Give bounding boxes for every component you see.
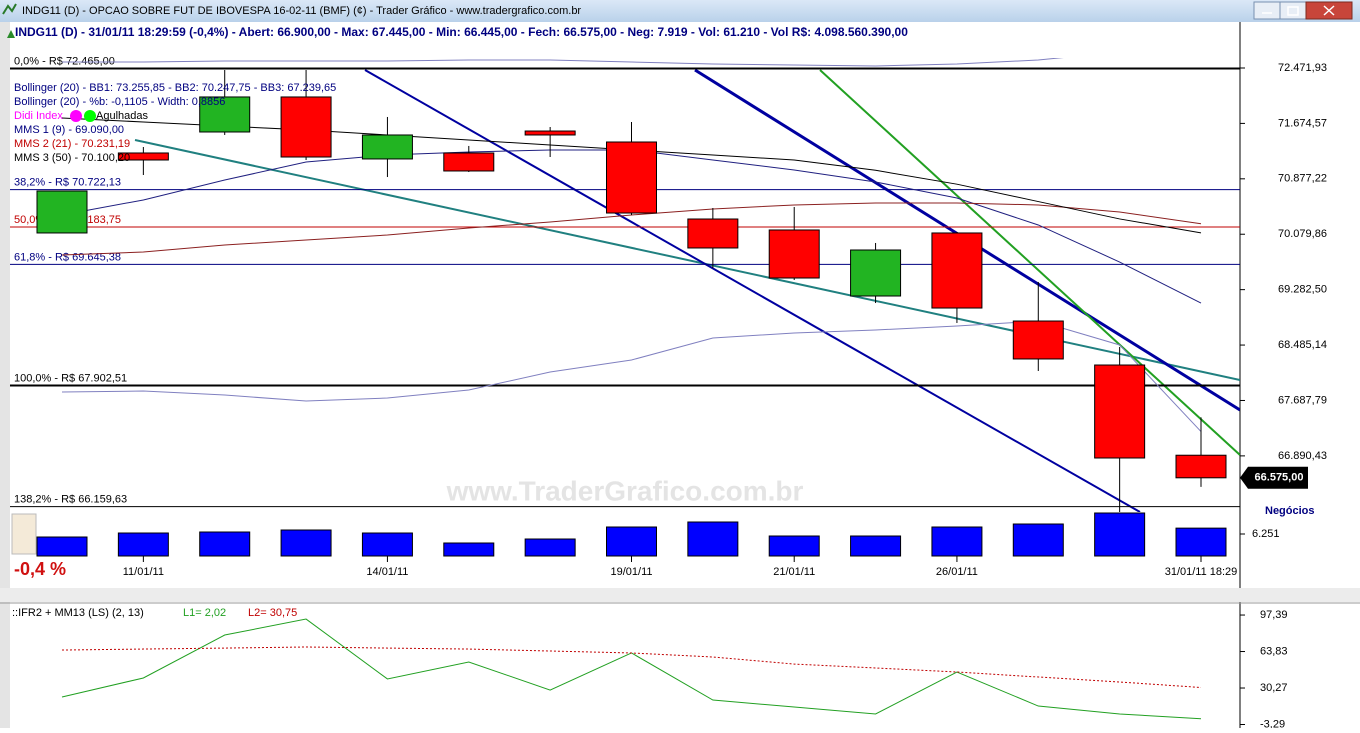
ifr-tick-label: 30,27	[1260, 682, 1288, 694]
watermark: www.TraderGrafico.com.br	[446, 475, 804, 506]
price-axis-area	[1240, 22, 1360, 728]
title-bar	[0, 0, 1360, 22]
y-tick-label: 70.079,86	[1278, 228, 1327, 240]
volume-bar	[687, 521, 739, 557]
legend-entry: Agulhadas	[96, 110, 148, 122]
ifr-tick-label: 97,39	[1260, 609, 1288, 621]
candle-body	[687, 218, 739, 249]
volume-bar	[361, 532, 413, 557]
candle-body	[1094, 364, 1146, 459]
app-icon	[2, 3, 17, 15]
candle-body	[36, 190, 88, 234]
candle-body	[199, 96, 251, 133]
volume-bar	[36, 536, 88, 557]
y-tick-label: 71.674,57	[1278, 117, 1327, 129]
indicator-line	[62, 58, 1064, 67]
candle-body	[606, 141, 657, 214]
legend-dot	[84, 110, 96, 122]
volume-bar	[1175, 527, 1227, 557]
legend-entry: MMS 1 (9) - 69.090,00	[14, 124, 124, 136]
x-tick-label: 14/01/11	[366, 566, 408, 578]
fibo-label: 61,8% - R$ 69.645,38	[14, 251, 121, 263]
quote-info: INDG11 (D) - 31/01/11 18:29:59 (-0,4%) -…	[15, 25, 908, 39]
volume-bar	[117, 532, 169, 557]
x-tick-label: 21/01/11	[773, 566, 815, 578]
ifr-line	[61, 646, 1202, 688]
x-tick-label: 19/01/11	[610, 566, 652, 578]
ifr-tick-label: 63,83	[1260, 645, 1288, 657]
candle-body	[117, 152, 169, 161]
volume-bar	[280, 529, 332, 557]
volume-tick-label: 6.251	[1252, 528, 1280, 540]
fibo-label: 138,2% - R$ 66.159,63	[14, 494, 127, 506]
y-tick-label: 67.687,79	[1278, 394, 1327, 406]
y-tick-label: 68.485,14	[1278, 339, 1327, 351]
ifr-tick-label: -3,29	[1260, 718, 1285, 728]
volume-bar	[1012, 523, 1064, 557]
maximize-button[interactable]	[1279, 1, 1307, 20]
legend-entry: Bollinger (20) - BB1: 73.255,85 - BB2: 7…	[14, 82, 336, 94]
candle-body	[443, 152, 495, 172]
minimize-button[interactable]	[1253, 1, 1281, 20]
volume-bar	[199, 531, 251, 557]
volume-bar	[524, 538, 576, 557]
candle-body	[361, 134, 413, 160]
y-tick-label: 66.890,43	[1278, 450, 1327, 462]
candle-body	[1175, 454, 1227, 479]
indicator-line	[61, 320, 1202, 432]
fibo-label: 0,0% - R$ 72.465,00	[14, 55, 115, 67]
ifr-l1: L1= 2,02	[183, 607, 226, 619]
x-tick-label: 26/01/11	[936, 566, 978, 578]
left-strip	[0, 22, 10, 728]
last-price-pointer	[1240, 466, 1308, 489]
legend-entry: MMS 3 (50) - 70.100,20	[14, 152, 130, 164]
legend-entry: Didi Index	[14, 110, 63, 122]
change-label: -0,4 %	[14, 559, 66, 579]
info-icon	[7, 30, 15, 38]
fibo-label: 100,0% - R$ 67.902,51	[14, 372, 127, 384]
ifr-lines	[61, 618, 1202, 720]
candle-body	[850, 249, 902, 297]
y-tick-label: 70.877,22	[1278, 173, 1327, 185]
volume-bar	[850, 535, 902, 557]
panel-divider	[0, 588, 1360, 602]
candle-body	[768, 229, 820, 279]
candle-body	[280, 96, 332, 158]
ifr-title: ::IFR2 + MM13 (LS) (2, 13)	[12, 607, 144, 619]
volume-bar	[768, 535, 820, 557]
volume-bar	[1094, 512, 1146, 557]
legend-dot	[70, 110, 82, 122]
volume-bar	[606, 526, 657, 557]
legend-entry: MMS 2 (21) - 70.231,19	[14, 138, 130, 150]
candle-body	[524, 130, 576, 136]
volume-bar	[931, 526, 983, 557]
x-tick-label: 11/01/11	[123, 566, 164, 578]
legend-entry: Bollinger (20) - %b: -0,1105 - Width: 0,…	[14, 96, 225, 108]
volume-bar	[443, 542, 495, 557]
scroll-handle[interactable]	[11, 513, 37, 555]
candles	[36, 69, 1227, 512]
x-tick-label: 31/01/11 18:29	[1165, 566, 1238, 578]
fibo-label: 38,2% - R$ 70.722,13	[14, 177, 121, 189]
y-tick-label: 69.282,50	[1278, 284, 1327, 296]
y-tick-label: 72.471,93	[1278, 62, 1327, 74]
volume-label: Negócios	[1265, 505, 1315, 517]
window-title: INDG11 (D) - OPCAO SOBRE FUT DE IBOVESPA…	[22, 5, 581, 17]
candle-body	[1012, 320, 1064, 360]
candle-body	[931, 232, 983, 309]
ifr-l2: L2= 30,75	[248, 607, 297, 619]
last-price-label: 66.575,00	[1255, 472, 1304, 484]
window-button-icons	[1262, 5, 1335, 16]
